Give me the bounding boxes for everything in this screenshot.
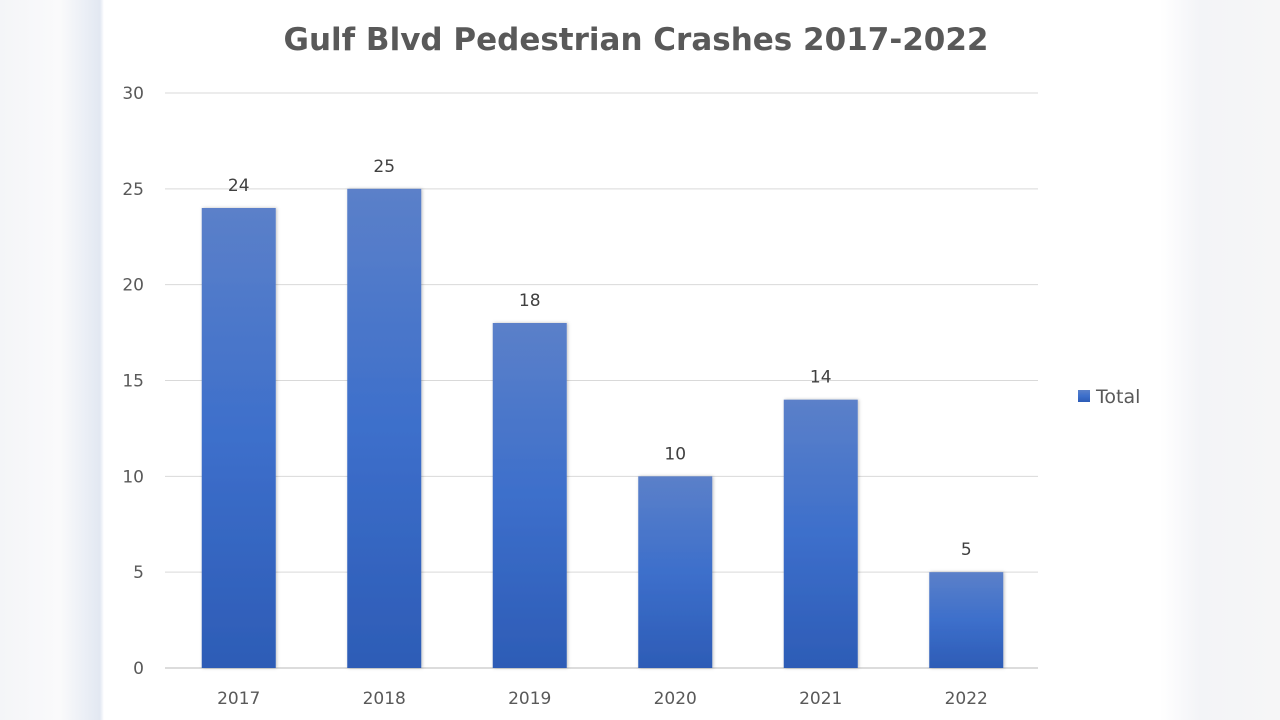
y-tick-label: 5 (133, 563, 144, 583)
y-tick-label: 15 (122, 372, 144, 392)
bar-2020 (638, 476, 713, 668)
bar-2022 (929, 572, 1004, 668)
y-axis-ticks: 0 5 10 15 20 25 30 (122, 84, 144, 679)
bar-2021 (783, 399, 858, 668)
y-tick-label: 10 (122, 467, 144, 487)
y-tick-label: 0 (133, 659, 144, 679)
data-label: 10 (664, 444, 686, 464)
x-tick-label: 2019 (508, 689, 551, 709)
y-tick-label: 20 (122, 276, 144, 296)
data-label: 18 (519, 291, 541, 311)
x-tick-label: 2021 (799, 689, 842, 709)
y-tick-label: 25 (122, 180, 144, 200)
x-tick-label: 2020 (654, 689, 697, 709)
data-label: 14 (810, 368, 832, 388)
legend-label: Total (1095, 386, 1140, 408)
bars: 24 25 18 10 14 5 (201, 157, 1004, 669)
y-tick-label: 30 (122, 84, 144, 104)
x-tick-label: 2017 (217, 689, 260, 709)
data-label: 5 (961, 540, 972, 560)
bar-2018 (347, 188, 422, 669)
bar-2019 (492, 323, 567, 668)
data-label: 25 (373, 157, 395, 177)
gridlines (165, 92, 1038, 669)
chart-title: Gulf Blvd Pedestrian Crashes 2017-2022 (284, 22, 989, 58)
legend-swatch (1078, 390, 1090, 402)
x-tick-label: 2018 (363, 689, 406, 709)
legend: Total (1078, 386, 1140, 408)
x-axis-ticks: 2017 2018 2019 2020 2021 2022 (217, 689, 988, 709)
x-tick-label: 2022 (945, 689, 988, 709)
data-label: 24 (228, 176, 250, 196)
bar-2017 (201, 208, 276, 668)
